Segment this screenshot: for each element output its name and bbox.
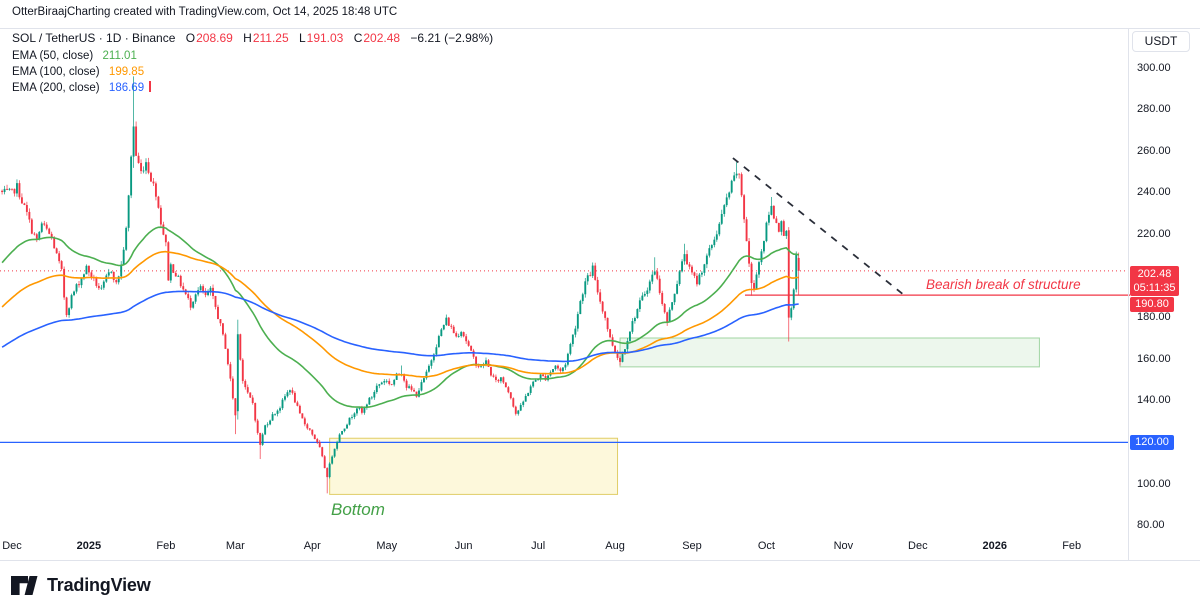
time-tick-label: Dec <box>2 540 22 552</box>
time-tick-label: Jun <box>454 540 473 552</box>
legend-cursor <box>149 81 152 92</box>
symbol-title: SOL / TetherUS · 1D · Binance <box>12 31 176 45</box>
time-axis-border <box>0 560 1200 561</box>
price-tick-label: 100.00 <box>1137 477 1171 490</box>
price-tick-label: 220.00 <box>1137 227 1171 240</box>
time-tick-label: Feb <box>156 540 176 552</box>
time-tick-label: Jul <box>531 540 546 552</box>
ema50-row[interactable]: EMA (50, close) 211.01 <box>12 47 493 63</box>
price-tick-label: 180.00 <box>1137 311 1171 324</box>
time-tick-label: Mar <box>225 540 245 552</box>
price-tick-label: 240.00 <box>1137 186 1171 199</box>
symbol-row[interactable]: SOL / TetherUS · 1D · Binance O208.69 H2… <box>12 30 493 46</box>
time-tick-label: Nov <box>833 540 854 552</box>
watermark-text: OtterBiraajCharting created with Trading… <box>12 6 398 18</box>
price-axis[interactable]: USDT 202.48 05:11:35 190.80 120.00 300.0… <box>1128 28 1200 560</box>
bottom-zone[interactable] <box>329 437 619 495</box>
tradingview-logo[interactable]: TradingView <box>11 575 151 596</box>
change-value: −6.21 (−2.98%) <box>410 31 494 45</box>
open-label: O <box>185 31 196 45</box>
horizontal-lines[interactable] <box>0 270 1130 443</box>
ema100-label: EMA (100, close) <box>12 66 100 78</box>
price-tick-label: 140.00 <box>1137 394 1171 407</box>
bos-level-badge: 190.80 <box>1130 297 1174 312</box>
time-tick-label: Feb <box>1062 540 1082 552</box>
ema100-row[interactable]: EMA (100, close) 199.85 <box>12 63 493 79</box>
countdown-timer: 05:11:35 <box>1133 282 1176 294</box>
chart-top-border <box>0 28 1200 29</box>
tradingview-logo-text: TradingView <box>47 575 151 595</box>
time-tick-label: May <box>376 540 398 552</box>
ema-lines[interactable] <box>1 226 799 409</box>
last-price-value: 202.48 <box>1137 268 1172 280</box>
ema50-label: EMA (50, close) <box>12 50 94 62</box>
ema200-value: 186.69 <box>108 82 145 94</box>
ema100-value: 199.85 <box>108 66 145 78</box>
high-value: 211.25 <box>252 31 289 45</box>
last-price-badge: 202.48 05:11:35 <box>1130 266 1179 296</box>
low-value: 191.03 <box>306 31 344 45</box>
ema200-label: EMA (200, close) <box>12 82 100 94</box>
ema-50-line[interactable] <box>1 226 799 409</box>
time-axis[interactable]: Dec 2025 Feb Mar Apr May Jun Jul Aug Sep Oct Nov Dec… <box>0 540 1128 556</box>
blue-level-badge: 120.00 <box>1130 435 1174 450</box>
ema50-value: 211.01 <box>102 50 137 62</box>
time-tick-label: Apr <box>303 540 321 552</box>
price-tick-label: 80.00 <box>1137 519 1165 532</box>
bottom-annotation[interactable]: Bottom <box>331 500 385 519</box>
currency-toggle-button[interactable]: USDT <box>1132 31 1190 52</box>
ema200-row[interactable]: EMA (200, close) 186.69 <box>12 79 493 95</box>
time-tick-label: 2026 <box>982 540 1007 552</box>
legend: SOL / TetherUS · 1D · Binance O208.69 H2… <box>12 30 493 95</box>
candles <box>1 76 800 494</box>
price-tick-label: 300.00 <box>1137 61 1171 74</box>
support-zone[interactable] <box>619 337 1040 368</box>
tradingview-logo-icon <box>11 576 38 595</box>
close-value: 202.48 <box>363 31 401 45</box>
open-value: 208.69 <box>196 31 233 45</box>
time-tick-label: Dec <box>908 540 928 552</box>
high-label: H <box>243 31 252 45</box>
price-axis-border <box>1128 28 1129 560</box>
price-tick-label: 160.00 <box>1137 352 1171 365</box>
ema-200-line[interactable] <box>1 290 799 363</box>
price-tick-label: 260.00 <box>1137 144 1171 157</box>
price-tick-label: 280.00 <box>1137 103 1171 116</box>
low-label: L <box>298 31 306 45</box>
bearish-trendline[interactable] <box>732 157 906 297</box>
time-tick-label: 2025 <box>76 540 102 552</box>
close-label: C <box>353 31 363 45</box>
zones[interactable] <box>329 337 1040 495</box>
ema-100-line[interactable] <box>1 250 799 378</box>
bearish-break-annotation[interactable]: Bearish break of structure <box>926 277 1081 292</box>
time-tick-label: Sep <box>682 540 702 552</box>
time-tick-label: Aug <box>605 540 625 552</box>
time-tick-label: Oct <box>757 540 775 552</box>
